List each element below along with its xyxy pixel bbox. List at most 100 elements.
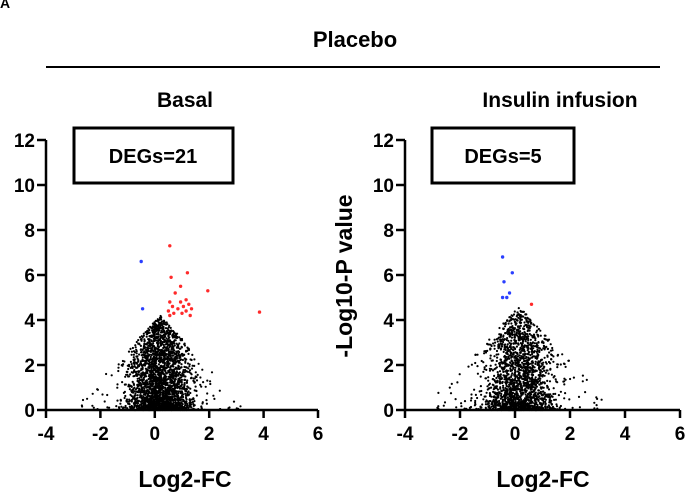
background-point	[164, 397, 167, 400]
background-point	[551, 346, 554, 350]
background-point	[502, 388, 505, 391]
background-point	[505, 378, 509, 381]
background-point	[522, 369, 525, 372]
background-point	[521, 342, 524, 345]
background-point	[514, 318, 517, 321]
background-point	[139, 344, 142, 347]
background-point	[171, 336, 174, 339]
background-point	[158, 394, 161, 397]
background-point	[490, 403, 493, 406]
background-point	[163, 331, 166, 334]
significant-point	[178, 300, 183, 304]
background-point	[185, 406, 189, 409]
background-point	[133, 365, 136, 368]
background-point	[480, 406, 483, 409]
background-point	[546, 369, 549, 372]
background-point	[158, 374, 161, 377]
background-point	[161, 401, 164, 404]
background-point	[165, 321, 168, 324]
background-point	[174, 332, 177, 335]
significant-point	[187, 302, 191, 306]
background-point	[499, 375, 502, 378]
background-point	[539, 369, 542, 372]
background-point	[506, 396, 509, 399]
background-point	[160, 356, 163, 359]
background-point	[159, 343, 162, 346]
background-point	[554, 378, 557, 381]
background-point	[527, 351, 531, 354]
background-point	[158, 352, 161, 355]
background-point	[185, 394, 188, 397]
background-point	[123, 360, 126, 363]
background-point	[157, 387, 160, 390]
y-tick-label: 0	[383, 401, 394, 422]
background-point	[173, 380, 176, 383]
background-point	[487, 379, 490, 382]
background-point	[170, 382, 173, 385]
background-point	[541, 390, 544, 393]
background-point	[173, 395, 176, 398]
background-point	[514, 356, 517, 359]
background-point	[516, 358, 519, 361]
basal-background-points	[80, 314, 242, 412]
background-point	[517, 396, 520, 399]
background-point	[515, 381, 519, 384]
background-point	[467, 365, 470, 368]
background-point	[502, 370, 505, 373]
background-point	[470, 363, 473, 366]
background-point	[525, 355, 528, 359]
background-point	[539, 334, 542, 337]
background-point	[159, 340, 163, 343]
background-point	[139, 374, 142, 378]
x-tick-label: 2	[565, 424, 576, 445]
background-point	[540, 348, 543, 351]
background-point	[177, 352, 180, 356]
background-point	[138, 406, 141, 409]
background-point	[512, 318, 515, 321]
background-point	[509, 328, 513, 331]
background-point	[167, 395, 170, 398]
background-point	[101, 393, 104, 396]
background-point	[161, 393, 164, 396]
background-point	[152, 362, 155, 365]
background-point	[165, 372, 168, 375]
background-point	[503, 396, 507, 399]
background-point	[146, 349, 150, 352]
background-point	[523, 354, 526, 357]
background-point	[538, 377, 541, 380]
significant-point	[500, 295, 505, 300]
background-point	[450, 382, 453, 385]
background-point	[519, 322, 522, 325]
background-point	[486, 349, 489, 352]
background-point	[511, 391, 514, 394]
background-point	[151, 394, 154, 397]
background-point	[106, 406, 109, 409]
background-point	[509, 335, 512, 338]
background-point	[550, 358, 553, 361]
background-point	[506, 357, 509, 361]
background-point	[167, 400, 170, 403]
background-point	[134, 388, 137, 391]
background-point	[158, 318, 161, 321]
background-point	[509, 361, 512, 364]
background-point	[543, 382, 546, 385]
background-point	[528, 357, 531, 360]
background-point	[526, 320, 529, 323]
background-point	[196, 373, 199, 376]
background-point	[553, 398, 556, 401]
background-point	[578, 406, 582, 409]
background-point	[149, 347, 152, 350]
background-point	[173, 388, 176, 391]
background-point	[194, 385, 197, 388]
background-point	[159, 334, 162, 337]
y-tick-label: 4	[24, 311, 35, 332]
background-point	[175, 360, 178, 364]
background-point	[541, 398, 544, 401]
background-point	[150, 366, 153, 370]
y-tick-label: 10	[14, 176, 35, 197]
background-point	[117, 369, 120, 373]
background-point	[195, 389, 198, 392]
background-point	[507, 339, 510, 342]
background-point	[512, 349, 515, 352]
background-point	[493, 396, 496, 399]
